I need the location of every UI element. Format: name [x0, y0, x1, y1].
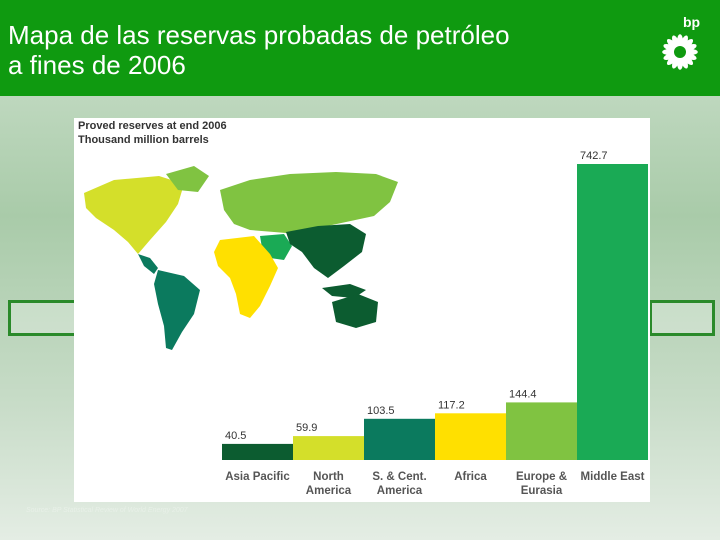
bar — [293, 436, 364, 460]
category-label: America — [306, 485, 352, 497]
logo-petal — [682, 38, 694, 50]
category-label: Middle East — [581, 471, 645, 483]
map-australia — [332, 294, 378, 328]
map-asia-pacific — [286, 224, 366, 278]
slide-title: Mapa de las reservas probadas de petróle… — [8, 20, 628, 80]
logo-petal — [672, 55, 680, 69]
category-label: Asia Pacific — [225, 471, 290, 483]
logo-petal — [682, 54, 694, 66]
map-central-america — [138, 254, 158, 274]
chart-svg: 40.5 59.9 103.5 117.2 144.4 742.7 Asia Pacifi… — [84, 150, 648, 497]
chart-title: Proved reserves at end 2006 — [78, 120, 227, 132]
bars-group — [222, 164, 648, 460]
logo-petal — [680, 35, 688, 49]
logo-center — [674, 46, 686, 58]
slide-title-line2: a fines de 2006 — [8, 50, 186, 80]
logo-petal — [666, 54, 678, 66]
bar — [577, 164, 648, 460]
decor-frame-left — [8, 300, 80, 336]
data-label: 103.5 — [367, 405, 395, 417]
source-note: Source: BP Statistical Review of World E… — [26, 507, 188, 514]
bp-helios-logo-icon — [662, 34, 698, 70]
category-label: Africa — [454, 471, 487, 483]
chart-subtitle: Thousand million barrels — [78, 134, 209, 146]
chart-panel: Proved reserves at end 2006 Thousand mil… — [74, 118, 650, 502]
data-label: 144.4 — [509, 388, 537, 400]
bar — [222, 443, 293, 460]
bp-logo-text: bp — [683, 14, 701, 30]
data-label: 742.7 — [580, 150, 608, 162]
header-bar: Mapa de las reservas probadas de petróle… — [0, 0, 720, 96]
logo-petal — [683, 52, 697, 60]
map-europe-eurasia — [220, 172, 398, 234]
map-south-america — [154, 270, 200, 350]
data-label: 59.9 — [296, 422, 317, 434]
data-label: 40.5 — [225, 430, 246, 442]
data-label: 117.2 — [438, 399, 465, 411]
category-labels-group: Asia Pacific North America S. & Cent. Americ… — [225, 471, 644, 497]
map-north-america — [84, 176, 184, 254]
category-label: Europe & — [516, 471, 567, 483]
bar — [435, 413, 506, 460]
logo-petal — [666, 38, 678, 50]
category-label: S. & Cent. — [372, 471, 426, 483]
category-label: America — [377, 485, 423, 497]
category-label: Eurasia — [521, 485, 563, 497]
bar — [364, 418, 435, 460]
value-labels-group: 40.5 59.9 103.5 117.2 144.4 742.7 — [225, 150, 608, 442]
map-greenland — [166, 166, 209, 192]
map-indonesia — [322, 284, 366, 298]
world-map — [84, 166, 398, 350]
logo-petal — [663, 44, 677, 52]
map-africa — [214, 236, 278, 318]
logo-petal — [683, 44, 697, 52]
slide-title-line1: Mapa de las reservas probadas de petróle… — [8, 20, 510, 50]
decor-frame-right — [649, 300, 715, 336]
category-label: North — [313, 471, 344, 483]
bar — [506, 402, 577, 460]
